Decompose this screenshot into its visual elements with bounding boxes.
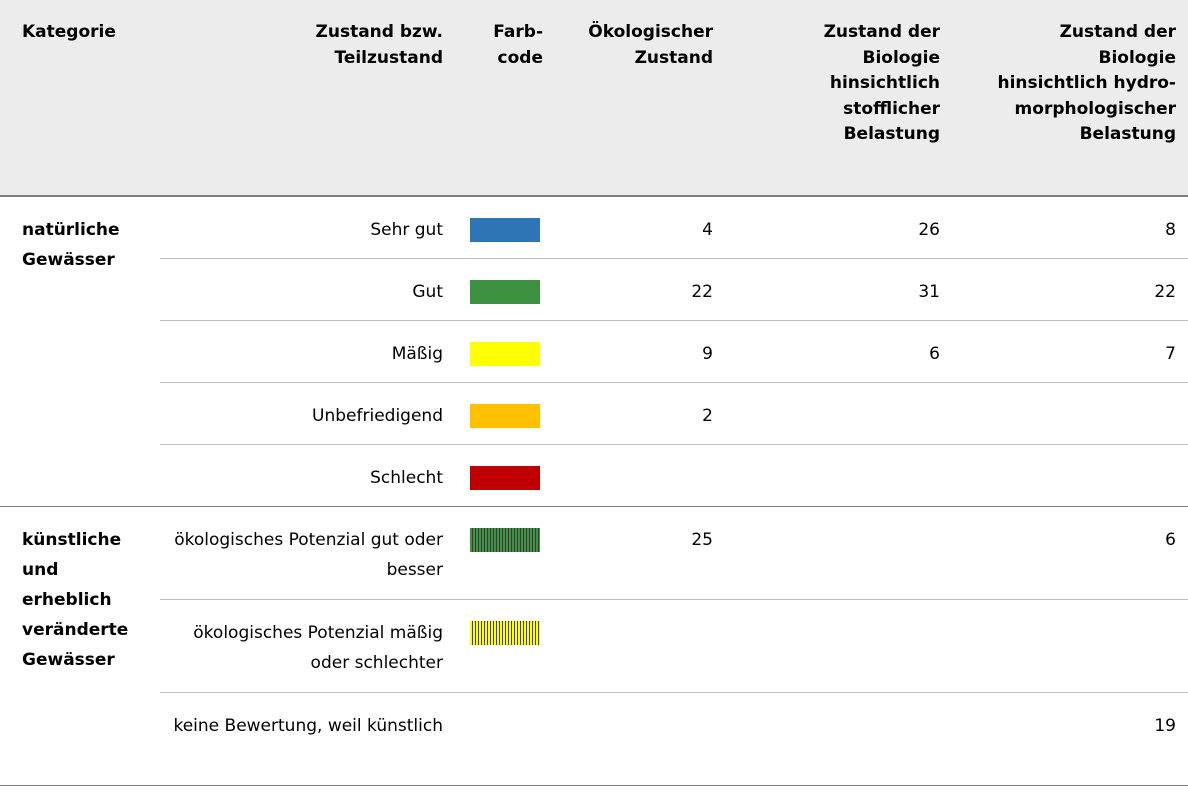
empty-cell [725, 599, 952, 693]
swatch-cell [455, 382, 555, 445]
empty-cell [725, 444, 952, 507]
state-cell: Sehr gut [160, 196, 455, 259]
status-table: Kategorie Zustand bzw. Teilzustand Farb- c… [0, 0, 1188, 786]
color-swatch [470, 341, 540, 366]
swatch-cell [455, 258, 555, 321]
table-row: Unbefriedigend 2 [0, 382, 1188, 445]
table-row: Schlecht [0, 444, 1188, 507]
table-row: natürliche Gewässer Sehr gut 4 26 8 [0, 196, 1188, 507]
table-row: ökologisches Potenzial mäßig oder schlec… [0, 599, 1188, 693]
value-cell: 8 [952, 196, 1188, 259]
empty-cell [952, 382, 1188, 445]
state-cell: Mäßig [160, 320, 455, 383]
empty-cell [725, 506, 952, 600]
color-swatch [470, 279, 540, 304]
color-swatch [470, 465, 540, 490]
value-cell: 7 [952, 320, 1188, 383]
header-cell: Zustand der Biologie hinsichtlich stoffl… [725, 0, 952, 197]
value-cell: 22 [952, 258, 1188, 321]
state-cell: Unbefriedigend [160, 382, 455, 445]
empty-cell [555, 444, 725, 507]
value-cell: 6 [952, 506, 1188, 600]
color-swatch [470, 620, 540, 645]
value-cell: 2 [555, 382, 725, 445]
value-cell: 31 [725, 258, 952, 321]
swatch-cell [455, 444, 555, 507]
value-cell: 9 [555, 320, 725, 383]
color-swatch [470, 218, 540, 242]
table-row: künstliche und erheblich veränderte Gewä… [0, 506, 1188, 786]
empty-cell [952, 599, 1188, 693]
state-cell: ökologisches Potenzial gut oder besser [160, 506, 455, 600]
state-cell: keine Bewertung, weil künstlich [160, 692, 455, 786]
empty-cell [725, 692, 952, 786]
state-cell: Gut [160, 258, 455, 321]
value-cell: 6 [725, 320, 952, 383]
value-cell: 4 [555, 196, 725, 259]
empty-cell [555, 599, 725, 693]
header-cell: Farb- code [455, 0, 555, 197]
swatch-cell [455, 196, 555, 259]
color-swatch [470, 403, 540, 428]
swatch-cell [455, 692, 555, 786]
color-swatch [470, 527, 540, 552]
table-row: keine Bewertung, weil künstlich 19 [0, 692, 1188, 786]
state-cell: Schlecht [160, 444, 455, 507]
table-body: natürliche Gewässer Sehr gut 4 26 8 Gut 22 31 22… [0, 196, 1188, 786]
swatch-cell [455, 599, 555, 693]
empty-cell [952, 444, 1188, 507]
header-row: Kategorie Zustand bzw. Teilzustand Farb- c… [0, 0, 1188, 197]
header-cell: Kategorie [0, 0, 160, 197]
swatch-cell [455, 506, 555, 600]
table-row: Gut 22 31 22 [0, 258, 1188, 321]
empty-cell [555, 692, 725, 786]
value-cell: 19 [952, 692, 1188, 786]
category-cell: natürliche Gewässer [0, 196, 160, 507]
value-cell: 22 [555, 258, 725, 321]
swatch-cell [455, 320, 555, 383]
value-cell: 26 [725, 196, 952, 259]
header-cell: Zustand der Biologie hinsichtlich hydro-… [952, 0, 1188, 197]
header-cell: Zustand bzw. Teilzustand [160, 0, 455, 197]
state-cell: ökologisches Potenzial mäßig oder schlec… [160, 599, 455, 693]
table-row: Mäßig 9 6 7 [0, 320, 1188, 383]
header-cell: Ökologischer Zustand [555, 0, 725, 197]
category-cell: künstliche und erheblich veränderte Gewä… [0, 506, 160, 786]
value-cell: 25 [555, 506, 725, 600]
empty-cell [725, 382, 952, 445]
